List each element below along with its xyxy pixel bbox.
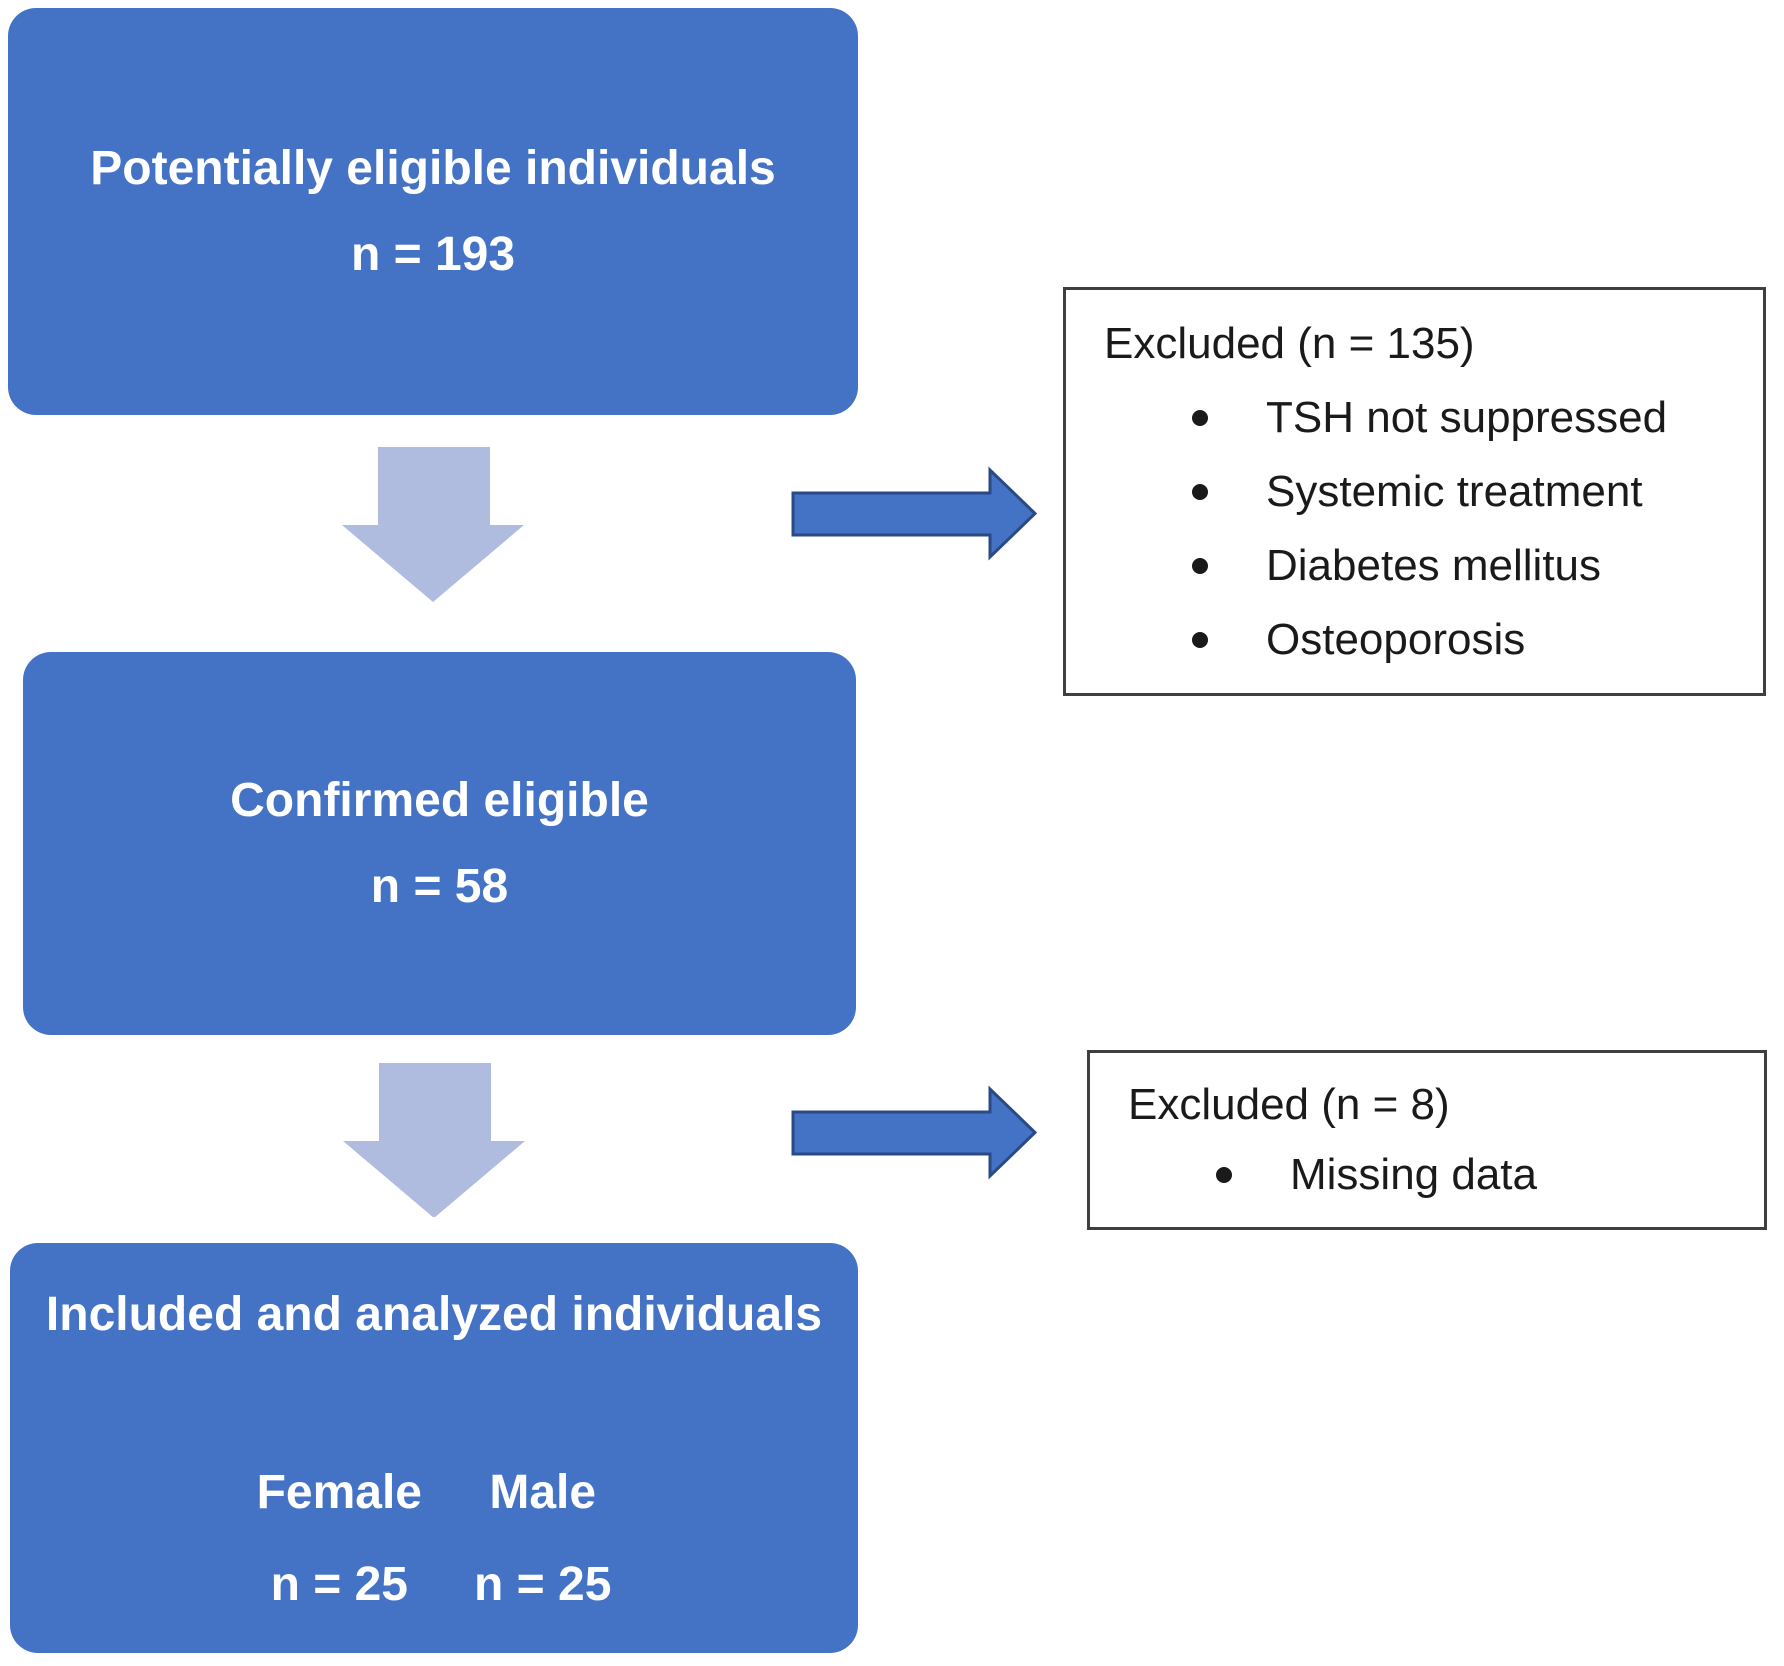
node-potentially-eligible: Potentially eligible individuals n = 193 — [8, 8, 858, 415]
down-arrow-icon — [342, 447, 524, 602]
node-title: Included and analyzed individuals — [45, 1288, 823, 1341]
excluded-item-label: Osteoporosis — [1266, 614, 1526, 664]
excluded-item: Osteoporosis — [1192, 614, 1763, 664]
bullet-icon — [1192, 483, 1208, 500]
excluded-item: Missing data — [1216, 1153, 1764, 1197]
node-confirmed-eligible: Confirmed eligible n = 58 — [23, 652, 856, 1035]
bullet-icon — [1192, 409, 1208, 426]
group-label-female: Female — [256, 1466, 422, 1519]
node-title: Potentially eligible individuals — [90, 141, 776, 195]
excluded-item-label: Systemic treatment — [1266, 466, 1643, 516]
excluded-item-label: Missing data — [1290, 1150, 1538, 1199]
excluded-item-label: Diabetes mellitus — [1266, 540, 1602, 590]
excluded-item-label: TSH not suppressed — [1266, 392, 1668, 442]
down-arrow-icon — [343, 1063, 525, 1217]
excluded-title: Excluded (n = 135) — [1104, 318, 1475, 368]
excluded-item: Diabetes mellitus — [1192, 540, 1763, 590]
group-label-male: Male — [489, 1466, 597, 1519]
node-count: n = 58 — [370, 859, 509, 913]
node-included-analyzed: Included and analyzed individuals Female… — [10, 1243, 858, 1653]
node-title: Confirmed eligible — [230, 773, 649, 827]
excluded-item: TSH not suppressed — [1192, 392, 1763, 442]
right-arrow-icon — [791, 466, 1038, 561]
bullet-icon — [1216, 1167, 1232, 1183]
excluded-item: Systemic treatment — [1192, 466, 1763, 516]
bullet-icon — [1192, 631, 1208, 648]
node-count: n = 193 — [350, 227, 516, 281]
excluded-box-8: Excluded (n = 8) Missing data — [1087, 1050, 1767, 1230]
group-count-female: n = 25 — [270, 1558, 408, 1611]
excluded-box-135: Excluded (n = 135) TSH not suppressed Sy… — [1063, 287, 1766, 696]
group-count-male: n = 25 — [474, 1558, 612, 1611]
right-arrow-icon — [791, 1085, 1038, 1180]
excluded-title: Excluded (n = 8) — [1128, 1080, 1450, 1129]
group-table: Female Male n = 25 n = 25 — [257, 1469, 612, 1609]
bullet-icon — [1192, 557, 1208, 574]
